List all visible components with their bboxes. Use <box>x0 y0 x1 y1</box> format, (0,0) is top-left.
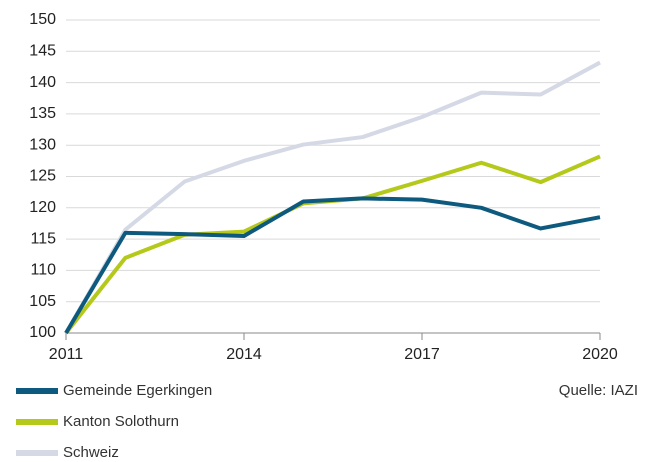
series-line <box>64 154 601 335</box>
x-tick-label: 2020 <box>582 346 618 363</box>
legend-label: Gemeinde Egerkingen <box>63 382 212 399</box>
legend-label: Schweiz <box>63 444 119 461</box>
legend-label: Kanton Solothurn <box>63 413 179 430</box>
series-line <box>64 60 601 334</box>
y-tick-label: 140 <box>29 74 56 91</box>
legend-swatch <box>16 419 58 425</box>
y-tick-label: 120 <box>29 199 56 216</box>
y-tick-label: 135 <box>29 105 56 122</box>
x-tick-label: 2014 <box>226 346 262 363</box>
x-tick-label: 2017 <box>404 346 440 363</box>
y-tick-label: 100 <box>29 324 56 341</box>
legend-swatch <box>16 450 58 456</box>
y-tick-label: 125 <box>29 168 56 185</box>
y-tick-label: 130 <box>29 136 56 153</box>
y-tick-label: 105 <box>29 293 56 310</box>
y-tick-label: 145 <box>29 43 56 60</box>
y-tick-label: 110 <box>30 262 56 279</box>
legend-swatch <box>16 388 58 394</box>
series-line <box>64 196 601 335</box>
y-tick-label: 150 <box>29 11 56 28</box>
x-tick-label: 2011 <box>49 346 84 363</box>
y-tick-label: 115 <box>30 230 56 247</box>
source-note: Quelle: IAZI <box>559 382 638 399</box>
